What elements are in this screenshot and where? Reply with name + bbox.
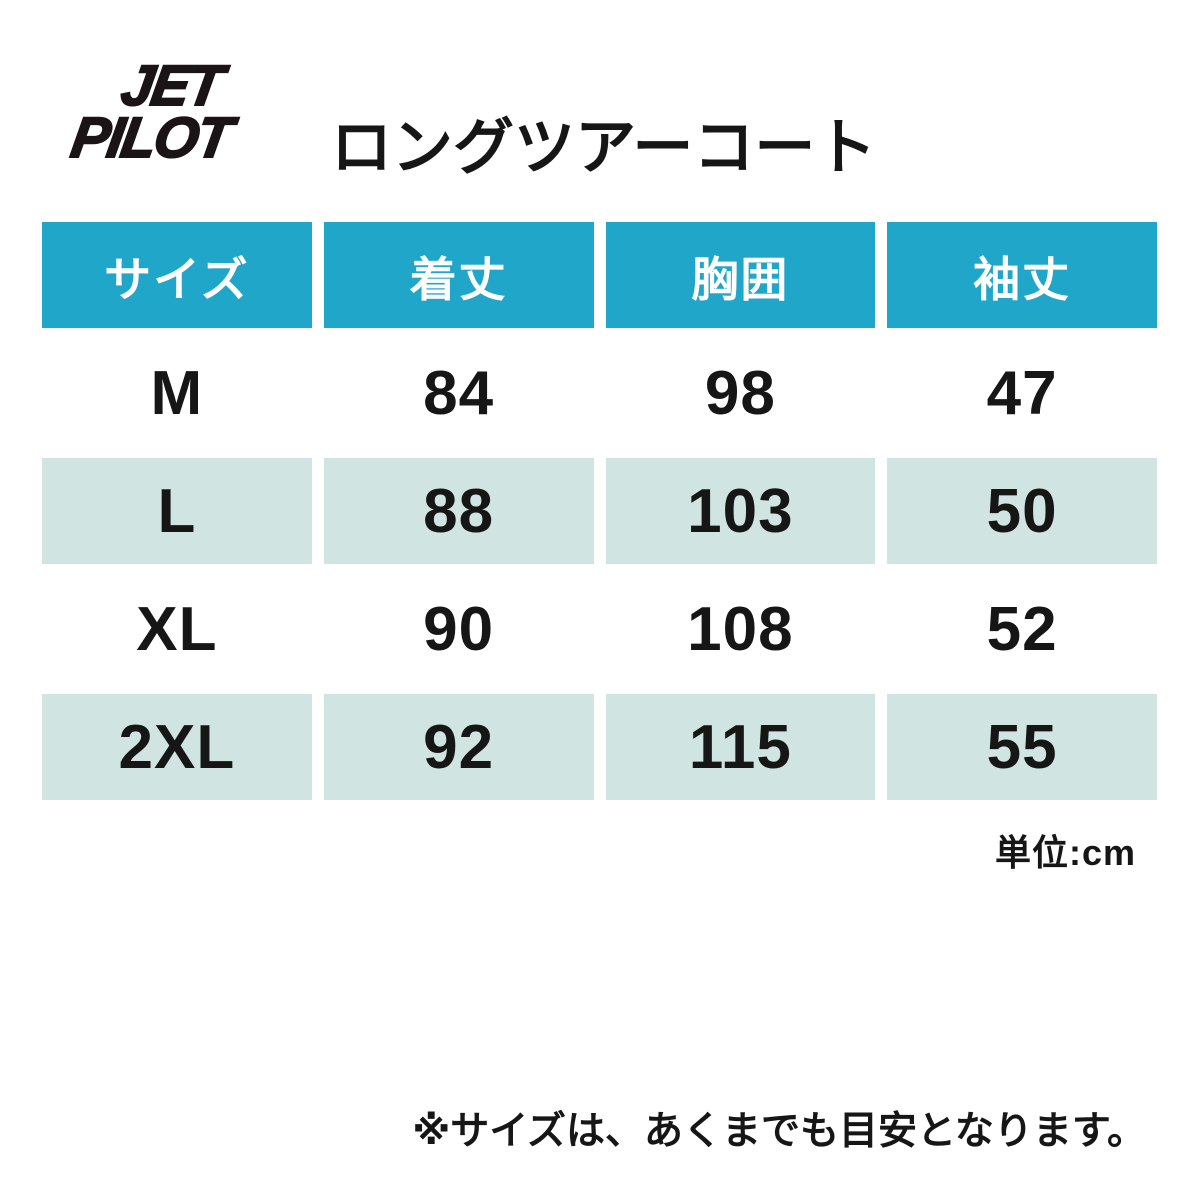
row-l-chest-cell: 103 [605, 458, 876, 564]
header-cell-size: サイズ [42, 222, 312, 328]
logo-text-jet: JET [116, 53, 227, 119]
row-xl-length-cell: 90 [423, 594, 495, 664]
header-cell-length: 着丈 [323, 222, 594, 328]
row-m-sleeve-cell: 47 [986, 358, 1058, 428]
row-2xl-sleeve-cell: 55 [887, 694, 1157, 800]
logo-text-pilot: PILOT [66, 105, 236, 171]
unit-label: 単位:cm [994, 832, 1136, 873]
header-cell-sleeve: 袖丈 [887, 222, 1157, 328]
size-disclaimer: ※サイズは、あくまでも目安となります。 [412, 1110, 1146, 1153]
row-xl-sleeve-cell: 52 [986, 594, 1058, 664]
row-xl-chest-cell: 108 [687, 594, 794, 664]
size-table: サイズ 着丈 胸囲 袖丈 M 84 98 47 L 88 103 50 XL 9… [42, 222, 1157, 800]
row-m-length-cell: 84 [423, 358, 495, 428]
row-2xl-size-cell: 2XL [42, 694, 312, 800]
row-l-size-cell: L [42, 458, 312, 564]
row-l-sleeve-cell: 50 [887, 458, 1157, 564]
row-m-size-cell: M [150, 358, 204, 428]
row-xl-size-cell: XL [136, 594, 218, 664]
page-title: ロングツアーコート [331, 113, 877, 181]
row-2xl-chest-cell: 115 [605, 694, 876, 800]
jetpilot-logo: JET PILOT [66, 53, 242, 171]
header-cell-chest: 胸囲 [605, 222, 876, 328]
row-l-length-cell: 88 [323, 458, 594, 564]
row-m-chest-cell: 98 [704, 358, 776, 428]
row-2xl-length-cell: 92 [323, 694, 594, 800]
